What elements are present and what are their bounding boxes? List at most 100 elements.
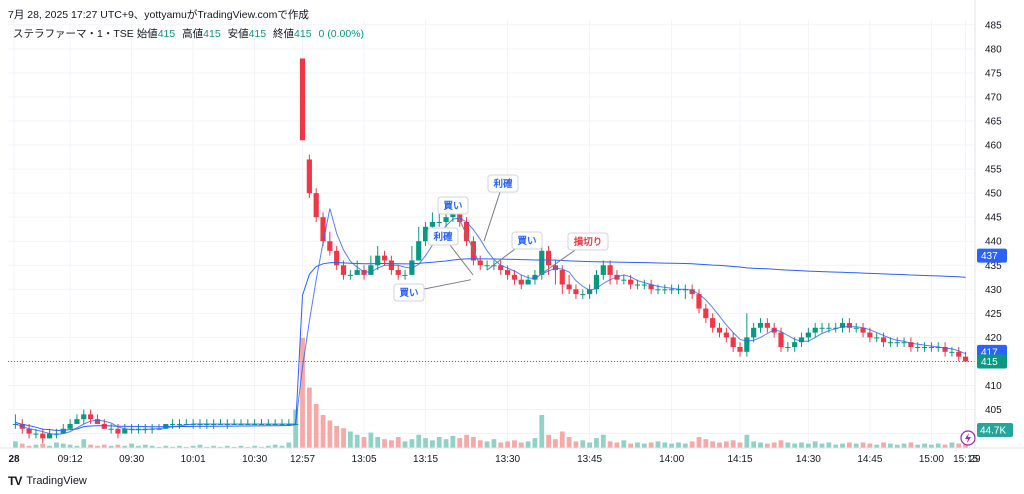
open-label: 始値	[136, 28, 158, 40]
volume-bar	[265, 445, 271, 448]
volume-bar	[696, 437, 702, 448]
annotation-box	[487, 174, 519, 193]
volume-bar	[614, 442, 620, 448]
volume-bar	[758, 442, 763, 448]
volume-bar	[559, 431, 565, 448]
volume-bar	[74, 445, 80, 448]
volume-bar	[81, 439, 87, 448]
candle-body	[416, 241, 422, 261]
candle-body	[607, 265, 613, 275]
ma-price-tag: 417	[981, 347, 998, 358]
volume-bar	[238, 445, 244, 448]
volume-bar	[300, 338, 305, 448]
annotation-box	[437, 196, 469, 215]
volume-bar	[306, 387, 312, 448]
volume-bar	[635, 442, 640, 448]
candle-body	[518, 279, 524, 285]
candle-body	[675, 289, 682, 291]
volume-bar	[183, 446, 189, 448]
high-label: 高値	[182, 28, 204, 40]
price-axis[interactable]: 4004054104154204254304354404454504554604…	[974, 0, 1002, 448]
volume-bar	[19, 443, 25, 448]
volume-bar	[860, 442, 866, 448]
candle-body	[573, 289, 579, 295]
volume-bar	[450, 435, 456, 448]
price-tick-label: 455	[985, 165, 1002, 176]
volume-bar	[648, 442, 654, 448]
volume-bar	[915, 444, 921, 448]
candle-body	[928, 347, 935, 349]
volume-bar	[819, 443, 825, 448]
volume-bar	[388, 440, 394, 448]
volume-bar	[101, 444, 107, 448]
candle-body	[580, 294, 586, 296]
candle-body	[641, 284, 647, 286]
candle-body	[94, 419, 101, 424]
price-tick-label: 485	[985, 20, 1002, 31]
volume-bar	[368, 432, 374, 448]
volume-bars	[13, 338, 968, 448]
volume-bar	[922, 443, 927, 448]
volume-bar	[477, 440, 483, 448]
volume-bar	[628, 443, 634, 448]
candle-body	[757, 322, 764, 328]
volume-bar	[655, 441, 661, 448]
volume-bar	[512, 440, 517, 448]
candle-body	[778, 332, 784, 348]
candle-body	[867, 332, 873, 338]
tradingview-brand[interactable]: TV TradingView	[8, 474, 87, 488]
candle-body	[669, 289, 675, 291]
candle-body	[887, 342, 893, 344]
volume-bar	[580, 440, 586, 448]
volume-bar	[771, 442, 777, 448]
volume-bar	[717, 442, 722, 448]
candle-body	[846, 322, 852, 328]
volume-bar	[361, 437, 367, 448]
volume-bar	[894, 444, 900, 448]
candle-body	[463, 221, 470, 242]
volume-bar	[908, 442, 914, 448]
moving-average-line	[15, 208, 966, 436]
price-tick-label: 465	[985, 116, 1002, 127]
candle-body	[532, 274, 538, 280]
candle-body	[648, 284, 654, 290]
volume-bar	[764, 443, 770, 448]
annotation-label: 買い	[443, 201, 462, 212]
low-label: 安値	[227, 28, 249, 40]
volume-bar	[457, 438, 463, 448]
volume-bar	[491, 439, 497, 448]
volume-bar	[60, 443, 66, 448]
candle-body	[744, 337, 750, 352]
time-tick-label: 14:15	[727, 454, 752, 465]
candle-body	[942, 347, 948, 352]
candle-body	[504, 270, 511, 275]
volume-bar	[553, 439, 558, 448]
volume-bar	[170, 446, 176, 448]
candle-body	[798, 337, 805, 343]
volume-bar	[115, 444, 121, 448]
volume-bar	[532, 438, 538, 448]
symbol-name[interactable]: ステラファーマ・1・TSE	[13, 28, 134, 40]
time-axis[interactable]: 28 09:12 09:30 10:01 10:30 12:57 13:05 13:15 13:…	[0, 447, 1024, 465]
volume-bar	[177, 445, 182, 448]
candle-body	[457, 207, 463, 222]
candle-body	[600, 265, 606, 275]
volume-bar	[723, 441, 729, 448]
volume-bar	[785, 442, 791, 448]
candle-body	[751, 327, 757, 338]
last-price-tag-bg	[977, 354, 1007, 369]
volume-bar	[621, 440, 627, 448]
volume-bar	[293, 409, 299, 448]
chart-grid	[8, 20, 976, 448]
volume-bar	[525, 441, 531, 448]
volume-bar	[484, 441, 490, 448]
candle-body	[716, 327, 723, 333]
volume-bar	[826, 442, 832, 448]
price-tick-label: 405	[985, 405, 1002, 416]
time-tick-label: 14:45	[857, 454, 882, 465]
volume-bar	[792, 443, 798, 448]
candle-body	[764, 322, 770, 328]
price-tick-label: 430	[985, 285, 1002, 296]
